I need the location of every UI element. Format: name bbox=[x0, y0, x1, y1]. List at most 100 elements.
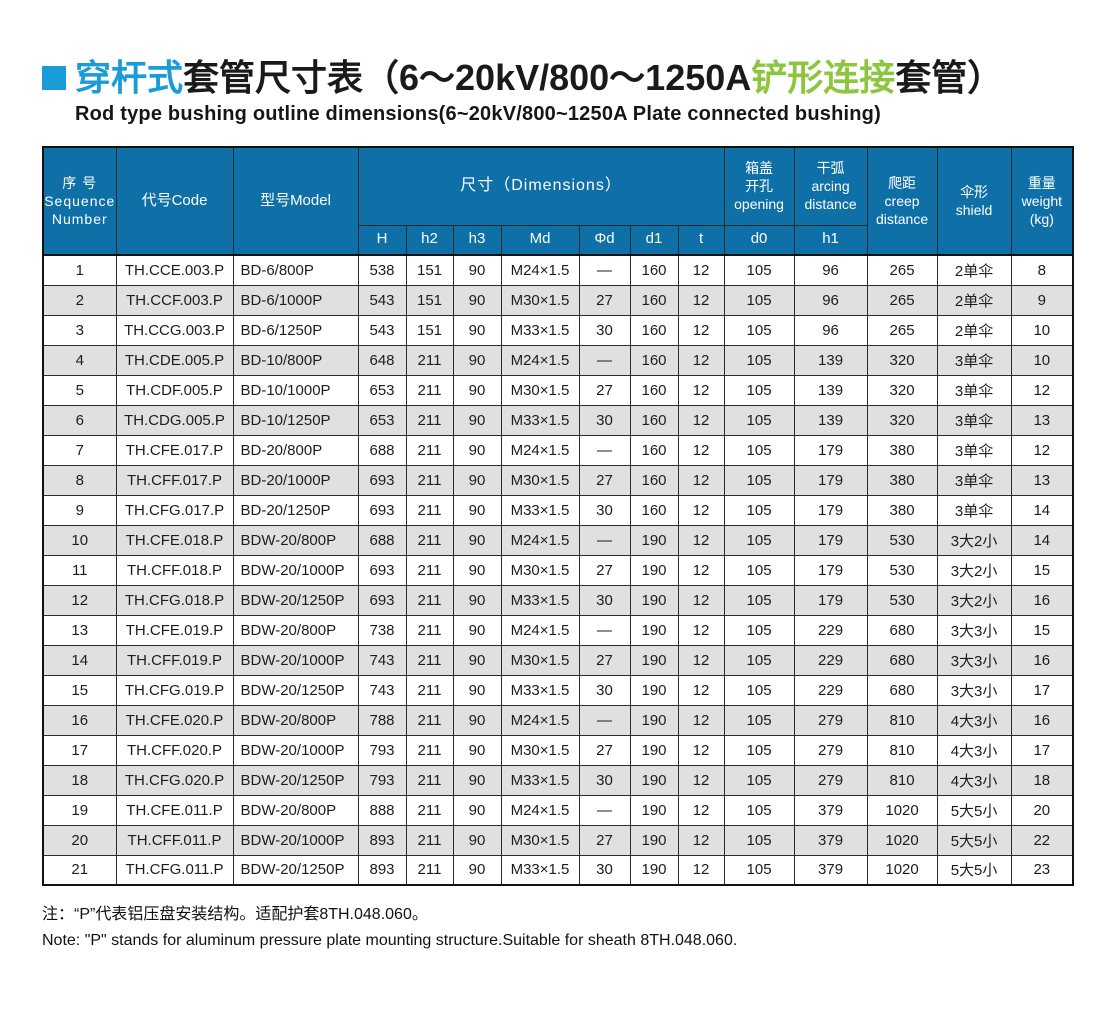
table-cell: BDW-20/1000P bbox=[232, 644, 359, 676]
table-cell: 530 bbox=[866, 554, 938, 586]
table-cell: 211 bbox=[405, 374, 454, 406]
table-cell: 30 bbox=[578, 404, 631, 436]
table-cell: 190 bbox=[629, 794, 679, 826]
table-cell: BDW-20/800P bbox=[232, 614, 359, 646]
table-cell: 530 bbox=[866, 524, 938, 556]
table-row: 12 TH.CFG.018.P BDW-20/1250P 693 211 90 M33×1.… bbox=[42, 584, 1074, 616]
table-row: 5 TH.CDF.005.P BD-10/1000P 653 211 90 M30×1.5 2… bbox=[42, 374, 1074, 406]
table-cell: 693 bbox=[357, 494, 407, 526]
col-header-dimensions: 尺寸（Dimensions） bbox=[357, 146, 725, 226]
table-cell: TH.CFF.019.P bbox=[115, 644, 234, 676]
col-header-d1: d1 bbox=[629, 224, 679, 256]
table-cell: 190 bbox=[629, 854, 679, 886]
table-cell: BD-6/1250P bbox=[232, 314, 359, 346]
table-cell: 90 bbox=[452, 554, 502, 586]
table-cell: 211 bbox=[405, 494, 454, 526]
table-cell: 3大3小 bbox=[936, 614, 1012, 646]
table-cell: BDW-20/800P bbox=[232, 704, 359, 736]
table-cell: 14 bbox=[1010, 494, 1074, 526]
table-cell: 12 bbox=[677, 764, 725, 796]
table-cell: 380 bbox=[866, 464, 938, 496]
table-cell: 27 bbox=[578, 374, 631, 406]
table-cell: 4大3小 bbox=[936, 764, 1012, 796]
table-cell: 90 bbox=[452, 674, 502, 706]
table-cell: 10 bbox=[1010, 344, 1074, 376]
table-cell: 379 bbox=[793, 854, 868, 886]
table-cell: 12 bbox=[42, 584, 117, 616]
table-cell: 211 bbox=[405, 704, 454, 736]
col-header-model: 型号Model bbox=[232, 146, 359, 256]
table-cell: 4大3小 bbox=[936, 704, 1012, 736]
table-cell: 3单伞 bbox=[936, 344, 1012, 376]
table-cell: M33×1.5 bbox=[500, 584, 580, 616]
table-cell: 105 bbox=[723, 494, 795, 526]
col-header-arcing: 干弧 arcing distance bbox=[793, 146, 868, 226]
title-bullet-icon bbox=[42, 66, 66, 90]
table-cell: 151 bbox=[405, 284, 454, 316]
table-cell: 190 bbox=[629, 554, 679, 586]
table-cell: 90 bbox=[452, 524, 502, 556]
table-cell: 90 bbox=[452, 734, 502, 766]
table-cell: 15 bbox=[1010, 554, 1074, 586]
table-cell: 211 bbox=[405, 764, 454, 796]
table-cell: 18 bbox=[1010, 764, 1074, 796]
table-cell: M24×1.5 bbox=[500, 434, 580, 466]
table-cell: 190 bbox=[629, 704, 679, 736]
table-cell: 12 bbox=[677, 404, 725, 436]
table-cell: 13 bbox=[1010, 404, 1074, 436]
col-header-Md: Md bbox=[500, 224, 580, 256]
table-cell: — bbox=[578, 524, 631, 556]
table-row: 2 TH.CCF.003.P BD-6/1000P 543 151 90 M30×1.5 27… bbox=[42, 284, 1074, 316]
table-cell: TH.CCF.003.P bbox=[115, 284, 234, 316]
col-header-weight: 重量 weight (kg) bbox=[1010, 146, 1074, 256]
table-cell: 105 bbox=[723, 554, 795, 586]
col-header-shield: 伞形 shield bbox=[936, 146, 1012, 256]
table-cell: 30 bbox=[578, 584, 631, 616]
table-cell: 160 bbox=[629, 464, 679, 496]
table-row: 3 TH.CCG.003.P BD-6/1250P 543 151 90 M33×1.5 30… bbox=[42, 314, 1074, 346]
table-cell: 179 bbox=[793, 494, 868, 526]
table-cell: BD-6/800P bbox=[232, 254, 359, 286]
table-cell: 90 bbox=[452, 584, 502, 616]
table-cell: 12 bbox=[677, 734, 725, 766]
table-cell: 90 bbox=[452, 284, 502, 316]
notes-block: 注：“P”代表铝压盘安装结构。适配护套8TH.048.060。 Note: "P… bbox=[42, 902, 1072, 954]
table-cell: TH.CFE.020.P bbox=[115, 704, 234, 736]
table-cell: 190 bbox=[629, 734, 679, 766]
table-cell: TH.CFG.019.P bbox=[115, 674, 234, 706]
table-cell: 90 bbox=[452, 824, 502, 856]
table-row: 9 TH.CFG.017.P BD-20/1250P 693 211 90 M33×1.5 3… bbox=[42, 494, 1074, 526]
table-cell: BD-10/1250P bbox=[232, 404, 359, 436]
table-cell: M24×1.5 bbox=[500, 524, 580, 556]
table-cell: 160 bbox=[629, 374, 679, 406]
table-cell: 2单伞 bbox=[936, 284, 1012, 316]
table-cell: 4大3小 bbox=[936, 734, 1012, 766]
table-cell: 8 bbox=[1010, 254, 1074, 286]
table-cell: 680 bbox=[866, 614, 938, 646]
table-cell: 12 bbox=[677, 464, 725, 496]
table-cell: 190 bbox=[629, 614, 679, 646]
table-cell: 9 bbox=[1010, 284, 1074, 316]
table-cell: 13 bbox=[1010, 464, 1074, 496]
table-row: 7 TH.CFE.017.P BD-20/800P 688 211 90 M24×1.5—1… bbox=[42, 434, 1074, 466]
table-cell: 2单伞 bbox=[936, 254, 1012, 286]
table-cell: 160 bbox=[629, 254, 679, 286]
table-cell: 12 bbox=[677, 674, 725, 706]
table-cell: 279 bbox=[793, 764, 868, 796]
table-cell: 12 bbox=[677, 524, 725, 556]
table-cell: TH.CDG.005.P bbox=[115, 404, 234, 436]
table-row: 6 TH.CDG.005.P BD-10/1250P 653 211 90 M33×1.5 3… bbox=[42, 404, 1074, 436]
table-cell: 680 bbox=[866, 644, 938, 676]
table-cell: 3单伞 bbox=[936, 494, 1012, 526]
table-cell: TH.CFE.011.P bbox=[115, 794, 234, 826]
table-cell: 1020 bbox=[866, 794, 938, 826]
table-cell: M24×1.5 bbox=[500, 344, 580, 376]
table-cell: 90 bbox=[452, 854, 502, 886]
table-cell: 27 bbox=[578, 824, 631, 856]
table-cell: 105 bbox=[723, 374, 795, 406]
table-cell: 1020 bbox=[866, 824, 938, 856]
table-cell: 160 bbox=[629, 284, 679, 316]
table-cell: 105 bbox=[723, 824, 795, 856]
col-header-h2: h2 bbox=[405, 224, 454, 256]
table-cell: TH.CFG.020.P bbox=[115, 764, 234, 796]
